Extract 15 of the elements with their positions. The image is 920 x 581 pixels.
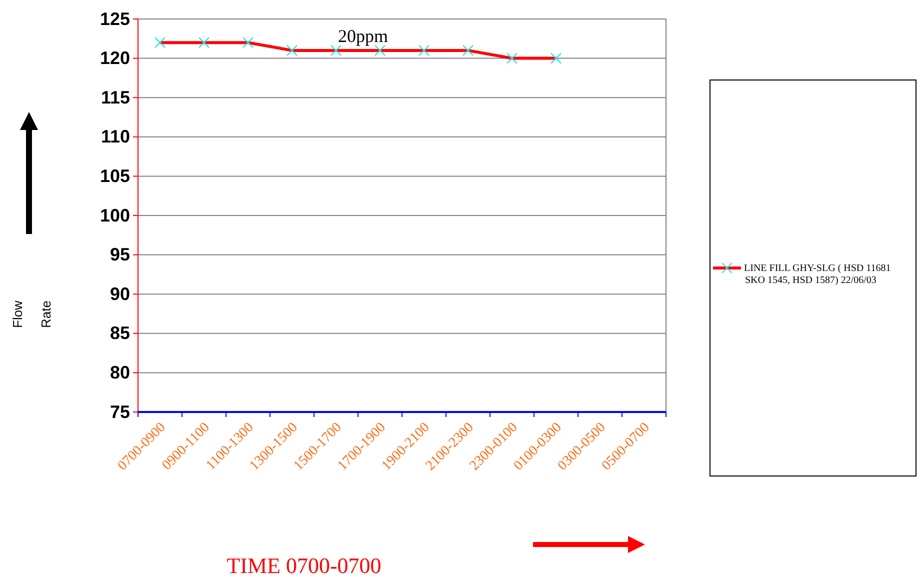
x-axis-title: TIME 0700-0700 — [226, 553, 382, 578]
y-tick-label: 95 — [110, 244, 130, 265]
y-tick-label: 115 — [100, 87, 130, 108]
y-axis-title: Flow Rate — [10, 300, 54, 328]
y-tick-label: 80 — [110, 362, 130, 382]
y-tick-label: 85 — [110, 323, 130, 344]
y-tick-label: 100 — [100, 205, 130, 226]
y-tick-label: 90 — [110, 284, 130, 304]
y-tick-label: 110 — [100, 126, 130, 147]
y-tick-label: 75 — [110, 402, 130, 422]
legend-label: LINE FILL GHY-SLG ( HSD 11681 SKO 1545, HSD 1587) 22/06/03 — [744, 263, 891, 286]
y-tick-label: 120 — [100, 48, 130, 68]
annotation: 20ppm — [338, 26, 388, 46]
y-tick-label: 105 — [100, 166, 130, 186]
y-tick-label: 125 — [100, 8, 130, 29]
